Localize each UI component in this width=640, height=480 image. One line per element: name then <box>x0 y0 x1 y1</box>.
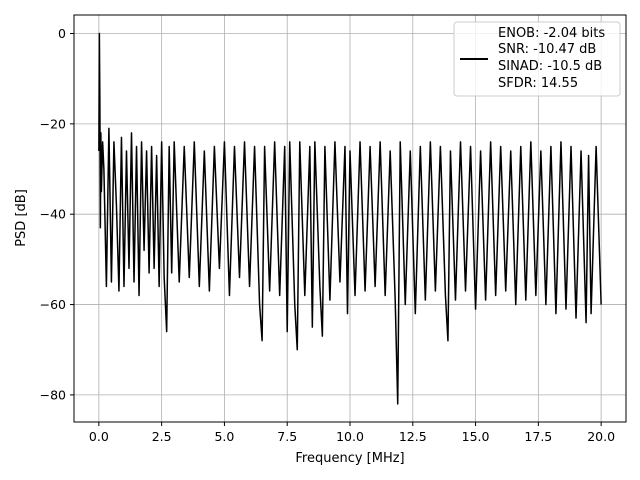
y-tick-label: −20 <box>40 116 66 131</box>
axis-ticks: 0.0 2.5 5.0 7.5 10.0 12.5 15.0 17.5 20.0 0 −20 −40 −… <box>40 26 615 444</box>
legend: ENOB: -2.04 bits SNR: -10.47 dB SINAD: -… <box>453 21 621 97</box>
x-tick-label: 7.5 <box>277 429 297 444</box>
y-axis-label: PSD [dB] <box>14 189 29 247</box>
x-tick-label: 17.5 <box>524 429 552 444</box>
x-tick-label: 12.5 <box>399 429 427 444</box>
psd-series-line <box>98 32 602 405</box>
series-layer <box>98 32 602 405</box>
y-tick-label: −60 <box>40 297 66 312</box>
legend-entry-sfdr: SFDR: 14.55 <box>498 76 578 91</box>
legend-entry-enob: ENOB: -2.04 bits <box>498 26 605 41</box>
legend-entry-sinad: SINAD: -10.5 dB <box>498 59 602 74</box>
x-tick-label: 0.0 <box>89 429 109 444</box>
legend-box <box>453 21 621 97</box>
x-tick-label: 10.0 <box>336 429 364 444</box>
x-tick-label: 15.0 <box>462 429 490 444</box>
x-tick-label: 5.0 <box>214 429 234 444</box>
x-axis-label: Frequency [MHz] <box>295 451 404 466</box>
y-tick-label: −80 <box>40 387 66 402</box>
x-tick-label: 2.5 <box>152 429 172 444</box>
y-tick-label: −40 <box>40 207 66 222</box>
legend-entry-snr: SNR: -10.47 dB <box>498 42 596 57</box>
x-tick-label: 20.0 <box>587 429 615 444</box>
y-tick-label: 0 <box>58 26 66 41</box>
